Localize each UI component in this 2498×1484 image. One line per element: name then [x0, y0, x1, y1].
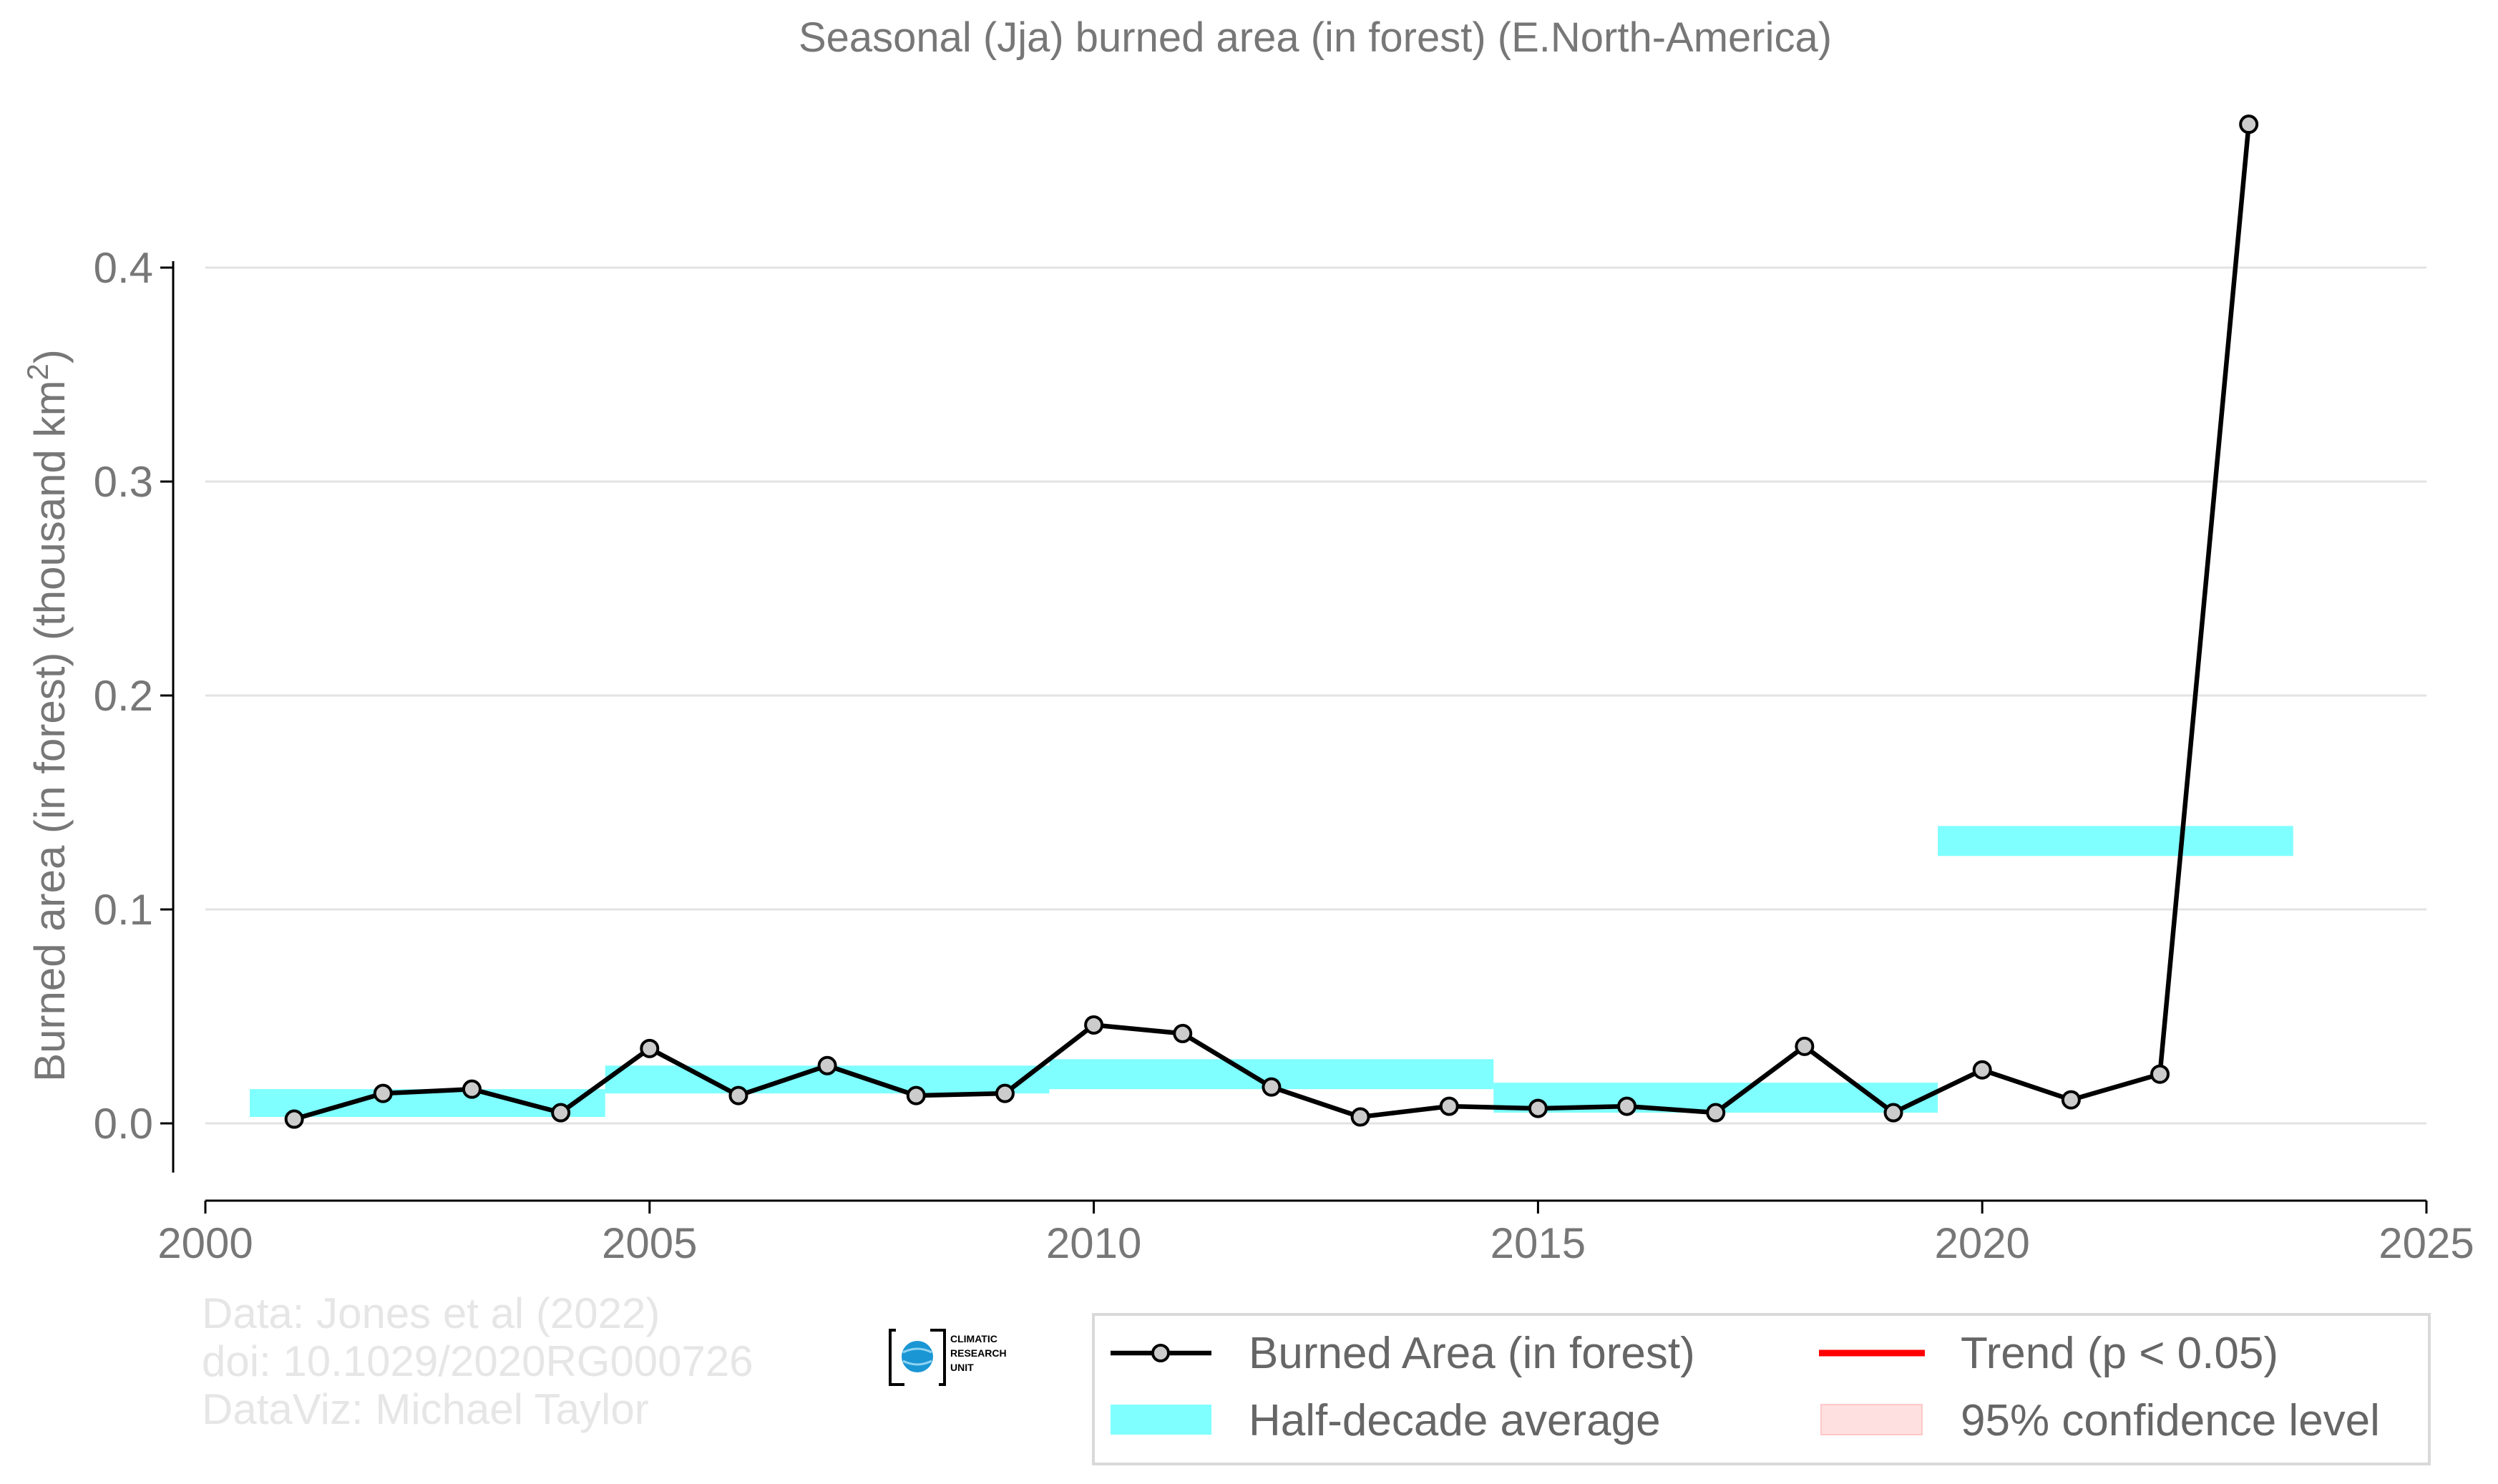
data-point-2013 — [1350, 1107, 1370, 1127]
half-decade-band-4 — [1938, 826, 2293, 856]
data-point-2003 — [462, 1079, 482, 1099]
logo-line1: CLIMATIC — [950, 1333, 997, 1344]
data-point-2001 — [284, 1109, 304, 1129]
data-point-2018 — [1795, 1036, 1815, 1056]
axes: 0.0 0.1 0.2 0.3 0.4 2000 2005 2010 2015 2020 2025 — [94, 244, 2474, 1267]
legend: Burned Area (in forest) Trend (p < 0.05)… — [1092, 1313, 2431, 1465]
x-tick-label-0: 2000 — [157, 1219, 253, 1267]
y-tick-label-4: 0.4 — [94, 244, 153, 292]
data-point-2009 — [995, 1083, 1015, 1103]
data-point-2012 — [1262, 1077, 1282, 1097]
data-point-2005 — [640, 1038, 660, 1058]
data-point-2020 — [1972, 1060, 1992, 1080]
x-tick-label-5: 2025 — [2379, 1219, 2474, 1267]
legend-box — [1092, 1313, 2431, 1465]
credits: Data: Jones et al (2022) doi: 10.1029/20… — [202, 1289, 753, 1433]
data-point-2023 — [2239, 114, 2259, 135]
legend-label-trend: Trend (p < 0.05) — [1961, 1329, 2278, 1378]
logo-line3: UNIT — [950, 1362, 974, 1373]
legend-label-burned: Burned Area (in forest) — [1249, 1329, 1695, 1378]
legend-swatch-half-decade — [1111, 1405, 1211, 1435]
burned-area-line — [293, 124, 2251, 1122]
burned-area-series — [284, 114, 2259, 1129]
data-point-2010 — [1084, 1015, 1104, 1035]
y-tick-label-3: 0.3 — [94, 458, 153, 506]
data-point-2007 — [817, 1055, 837, 1075]
data-point-2015 — [1528, 1098, 1548, 1118]
data-point-2011 — [1173, 1023, 1193, 1043]
legend-swatch-confidence — [1820, 1404, 1923, 1435]
globe-icon — [902, 1341, 933, 1372]
data-point-2019 — [1883, 1103, 1903, 1123]
logo-line2: RESEARCH — [950, 1347, 1007, 1359]
y-axis-label: Burned area (in forest) (thousand km2) — [21, 349, 74, 1082]
x-tick-label-3: 2015 — [1490, 1219, 1586, 1267]
data-point-2017 — [1706, 1103, 1726, 1123]
legend-swatch-burned-point — [1151, 1344, 1170, 1362]
cru-logo: CLIMATIC RESEARCH UNIT — [889, 1329, 1007, 1386]
data-point-2016 — [1617, 1096, 1637, 1116]
logo-bracket-right — [930, 1329, 946, 1386]
data-point-2008 — [906, 1085, 926, 1105]
credit-dataviz: DataViz: Michael Taylor — [202, 1385, 649, 1433]
y-tick-label-0: 0.0 — [94, 1100, 153, 1148]
legend-label-half-decade: Half-decade average — [1249, 1396, 1661, 1445]
data-point-2002 — [373, 1083, 393, 1103]
data-point-2021 — [2061, 1090, 2081, 1110]
x-tick-label-4: 2020 — [1934, 1219, 2029, 1267]
y-tick-label-1: 0.1 — [94, 886, 153, 934]
half-decade-band-0 — [250, 1089, 605, 1118]
data-point-2006 — [728, 1085, 748, 1105]
credit-doi: doi: 10.1029/2020RG000726 — [202, 1337, 753, 1385]
legend-label-confidence: 95% confidence level — [1961, 1396, 2380, 1445]
globe-icon-lines — [902, 1347, 932, 1366]
y-tick-label-2: 0.2 — [94, 672, 153, 720]
data-point-2014 — [1439, 1096, 1459, 1116]
x-tick-label-2: 2010 — [1046, 1219, 1141, 1267]
credit-data: Data: Jones et al (2022) — [202, 1289, 660, 1337]
x-tick-label-1: 2005 — [602, 1219, 697, 1267]
data-point-2004 — [551, 1103, 571, 1123]
chart-title: Seasonal (Jja) burned area (in forest) (… — [799, 14, 1832, 61]
grid-lines — [205, 266, 2426, 1125]
data-point-2022 — [2150, 1064, 2170, 1084]
logo-bracket-left — [889, 1329, 904, 1386]
